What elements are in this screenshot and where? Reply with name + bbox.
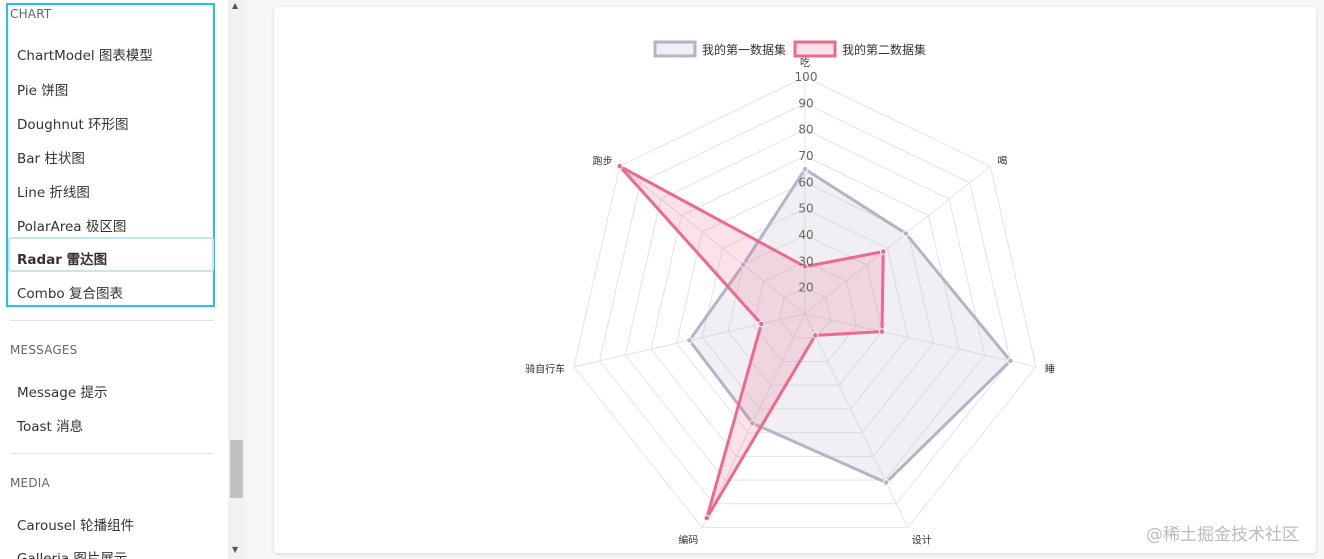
sidebar-item-doughnut[interactable]: Doughnut 环形图 [17, 117, 129, 133]
section-title-messages: MESSAGES [10, 343, 78, 357]
chart-card: 20 30 40 50 60 70 80 90 100 吃喝睡设计 编码 骑自行车 跑步 我的第一数据集我… [274, 7, 1316, 553]
point-label: 睡 [1045, 363, 1055, 376]
scroll-up-icon[interactable]: ▲ [232, 1, 239, 10]
data-point [1007, 357, 1014, 365]
r-tick-label: 50 [798, 202, 813, 216]
angle-line [804, 313, 909, 528]
r-tick-label: 20 [798, 281, 813, 295]
grid-ring [624, 129, 986, 481]
point-label: 编码 [678, 534, 698, 547]
series-2 [616, 162, 887, 522]
sidebar-scrollbar[interactable]: ▲ ▼ [228, 0, 245, 559]
r-tick-label: 60 [798, 175, 813, 189]
legend-label: 我的第二数据集 [842, 42, 926, 57]
angle-line [804, 165, 991, 315]
r-tick-label: 40 [798, 228, 813, 242]
point-label: 吃 [800, 56, 810, 69]
data-point [739, 261, 747, 269]
scroll-down-icon[interactable]: ▼ [232, 545, 239, 554]
point-label: 喝 [997, 156, 1007, 168]
chart-legend: 我的第一数据集 我的第二数据集 [653, 40, 926, 58]
data-point [703, 514, 711, 522]
grid-ring [650, 155, 960, 457]
point-label: 骑自行车 [525, 363, 565, 376]
sidebar-item-pie[interactable]: Pie 饼图 [17, 83, 69, 99]
grid-ring [676, 181, 934, 434]
sidebar-item-radar[interactable]: Radar 雷达图 [17, 252, 108, 268]
angle-line [804, 313, 1037, 368]
sidebar-item-message[interactable]: Message 提示 [17, 385, 108, 401]
section-title-chart: CHART [10, 7, 52, 21]
point-label: 跑步 [593, 155, 613, 168]
data-point [749, 419, 756, 427]
r-tick-label: 90 [798, 96, 813, 110]
sidebar-item-bar[interactable]: Bar 柱状图 [17, 151, 85, 167]
grid-ring [753, 260, 857, 362]
r-tick-label: 80 [798, 123, 813, 137]
sidebar-item-line[interactable]: Line 折线图 [17, 185, 90, 201]
radar-grid [573, 76, 1037, 529]
sidebar-item-combo[interactable]: Combo 复合图表 [17, 286, 123, 302]
data-point [801, 165, 809, 173]
grid-ring [701, 208, 909, 410]
grid-ring [727, 234, 883, 386]
legend-swatch [653, 40, 697, 58]
point-label: 设计 [912, 534, 932, 547]
data-point [811, 332, 819, 339]
watermark: @稀土掘金技术社区 [1146, 525, 1299, 545]
section-divider [10, 320, 214, 321]
angle-line [619, 165, 806, 315]
r-tick-labels: 20 30 40 50 60 70 80 90 100 [795, 70, 818, 295]
scrollbar-thumb[interactable] [230, 440, 243, 498]
data-point [902, 230, 910, 237]
r-tick-label: 70 [798, 149, 813, 163]
data-point [878, 328, 886, 335]
grid-ring [573, 76, 1037, 529]
series-area [618, 164, 885, 520]
sidebar-item-polararea[interactable]: PolarArea 极区图 [17, 219, 127, 235]
chart-group-highlight [6, 3, 215, 307]
data-point [616, 162, 624, 170]
section-title-media: MEDIA [10, 476, 50, 490]
data-point [758, 320, 765, 328]
sidebar-item-toast[interactable]: Toast 消息 [17, 419, 84, 435]
legend-label: 我的第一数据集 [702, 42, 786, 57]
r-tick-label: 30 [798, 254, 813, 268]
data-point [686, 337, 693, 344]
legend-swatch [793, 40, 837, 58]
active-item-highlight [8, 237, 214, 272]
sidebar-item-galleria[interactable]: Galleria 图片展示 [17, 551, 128, 559]
data-point [879, 248, 887, 255]
grid-ring [778, 287, 832, 339]
data-point [801, 263, 809, 270]
data-point [882, 479, 890, 486]
sidebar: CHART ChartModel 图表模型 Pie 饼图 Doughnut 环形… [0, 0, 228, 559]
section-divider [10, 453, 214, 454]
grid-ring [599, 102, 1011, 505]
sidebar-item-carousel[interactable]: Carousel 轮播组件 [17, 518, 135, 534]
radar-chart: 2030405060708090100吃喝睡设计编码骑自行车跑步我的第一数据集我… [525, 40, 1055, 547]
sidebar-item-chartmodel[interactable]: ChartModel 图表模型 [17, 48, 153, 64]
r-tick-label: 100 [795, 70, 818, 84]
